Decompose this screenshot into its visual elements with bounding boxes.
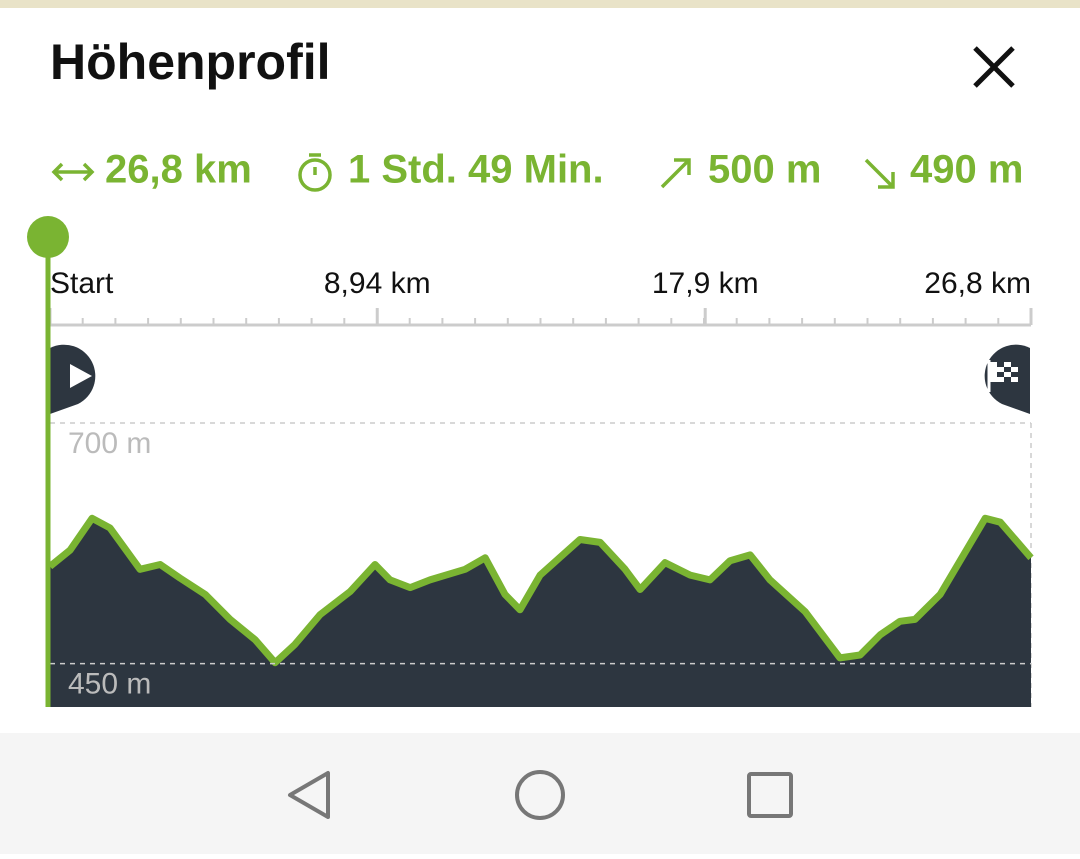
nav-recents[interactable] xyxy=(747,772,793,818)
elevation-line xyxy=(47,514,1034,667)
elevation-area xyxy=(50,518,1031,707)
start-marker xyxy=(50,344,96,414)
finish-marker xyxy=(984,344,1030,414)
stat-descent: 490 m xyxy=(910,148,1023,192)
nav-back[interactable] xyxy=(288,771,330,819)
y-tick-label: 700 m xyxy=(68,427,151,460)
x-tick-label: 17,9 km xyxy=(652,267,759,300)
cursor-handle[interactable] xyxy=(27,216,69,258)
panel-title: Höhenprofil xyxy=(50,34,331,90)
x-tick-label: 8,94 km xyxy=(324,267,431,300)
stat-icons xyxy=(51,153,895,192)
nav-home[interactable] xyxy=(515,770,565,820)
map-strip xyxy=(0,0,1080,8)
elevation-chart: Start 8,94 km 17,9 km 26,8 km 700 m 450 m xyxy=(47,267,1034,707)
x-tick-label: 26,8 km xyxy=(924,267,1031,300)
close-button[interactable] xyxy=(973,46,1015,88)
stat-ascent: 500 m xyxy=(708,148,821,192)
y-tick-label: 450 m xyxy=(68,668,151,701)
nav-bar xyxy=(0,733,1080,854)
stat-duration: 1 Std. 49 Min. xyxy=(348,148,604,192)
x-tick-label: Start xyxy=(50,267,114,300)
stat-distance: 26,8 km xyxy=(105,148,252,192)
